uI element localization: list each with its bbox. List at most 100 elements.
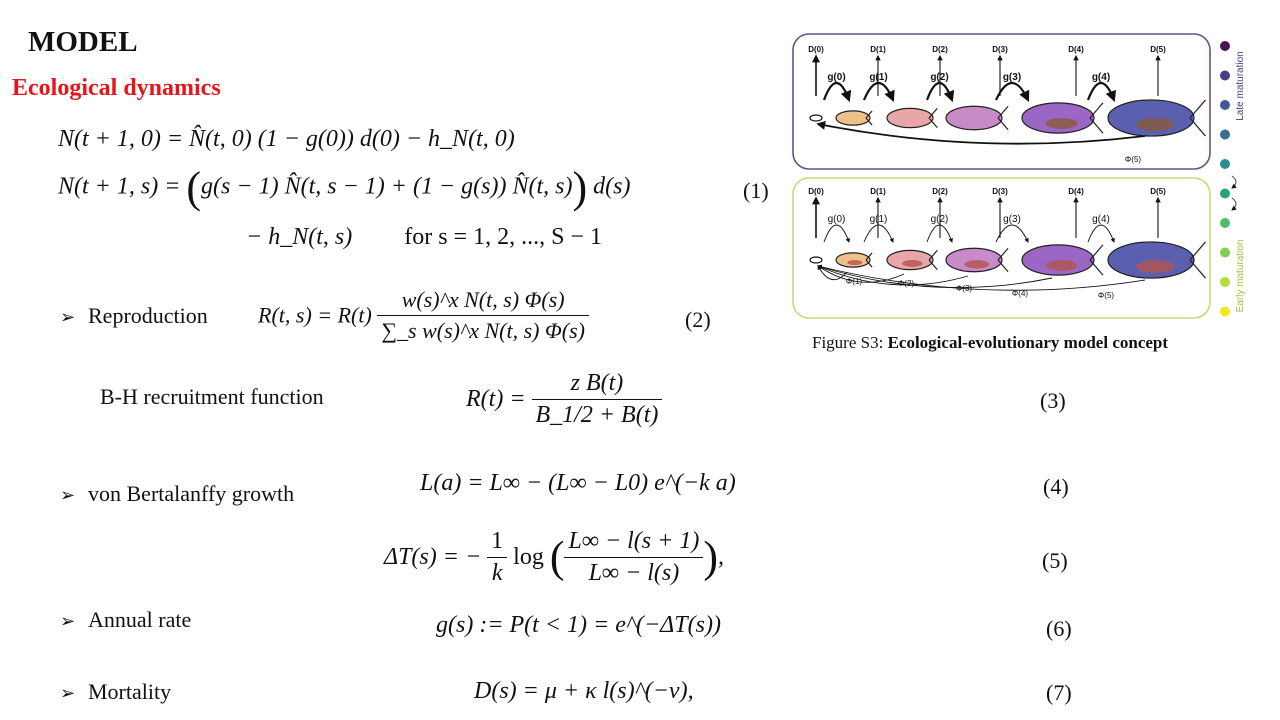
juvenile-fish [809,114,823,122]
reproduction-label: Φ(5) [1098,291,1114,300]
fish-gonad [902,260,923,267]
maturation-color-dot [1220,277,1230,287]
equation-1-tail: d(s) [593,173,631,200]
bullet-arrow-icon: ➢ [60,683,76,703]
fish-gonad [1045,118,1078,129]
equation-5: ΔT(s) = − 1 k log ( L∞ − l(s + 1) L∞ − l… [384,528,724,587]
equation-4-number: (4) [1043,474,1069,499]
equation-1-condition: for s = 1, 2, ..., S − 1 [404,224,602,250]
bullet-label: Annual rate [88,607,192,632]
growth-arrow [1087,224,1115,243]
figure-caption: Figure S3: Ecological-evolutionary model… [812,333,1168,353]
death-label: D(1) [870,45,886,54]
maturation-color-dot [1220,306,1230,317]
growth-arrow [822,81,852,103]
fish-body [945,105,1003,131]
growth-arrow [862,81,895,103]
equation-5-numerator: L∞ − l(s + 1) [564,528,704,558]
equation-3-numerator: z B(t) [531,370,663,400]
equation-2-fraction: w(s)^x N(t, s) Φ(s) ∑_s w(s)^x N(t, s) Φ… [377,287,589,344]
equation-5-tail: , [717,544,724,570]
equation-2-lhs: R(t, s) = R(t) [258,302,372,328]
shift-arrow-1 [1231,175,1237,189]
fish-body [835,110,871,126]
maturation-color-dot [1220,70,1230,81]
growth-label: g(4) [1092,72,1110,83]
caption-title: Ecological-evolutionary model concept [887,333,1169,352]
fish-body [886,107,934,129]
death-label: D(1) [870,187,886,196]
shift-arrow-2 [1231,197,1237,211]
equation-1-harvest: − h_N(t, s) [246,224,353,250]
slide-subtitle: Ecological dynamics [12,75,221,101]
growth-arrow [1086,81,1116,103]
reproduction-arrow [817,264,1146,291]
early-maturation-label: Early maturation [1235,240,1246,313]
fish-gonad [1136,260,1175,274]
bottom-panel: D(0) D(1) D(2) D(3) D(4) D(5) g(0) g(1) g(2) g(3)… [808,187,1206,300]
bh-recruitment-label: B-H recruitment function [100,384,324,409]
bullet-annual-rate: ➢ Annual rate [60,607,191,633]
death-label: D(3) [992,45,1008,54]
equation-6: g(s) := P(t < 1) = e^(−ΔT(s)) [436,612,721,638]
bullet-label: von Bertalanffy growth [88,481,295,506]
fish-tail [1189,241,1206,279]
death-label: D(0) [808,187,824,196]
death-label: D(2) [932,187,948,196]
equation-5-log: log [513,544,544,570]
late-maturation-label: Late maturation [1235,51,1246,121]
maturation-color-dot [1220,247,1230,258]
equation-1-line-1: N(t + 1, 0) = N̂(t, 0) (1 − g(0)) d(0) −… [58,126,515,152]
growth-label: g(2) [930,72,948,83]
maturation-color-dot [1220,129,1230,140]
ecological-evolutionary-figure: D(0) D(1) D(2) D(3) D(4) D(5) g(0) g(1) g(2) g(3)… [792,33,1246,319]
equation-1-line-3: − h_N(t, s) for s = 1, 2, ..., S − 1 [246,224,602,251]
equation-7: D(s) = μ + κ l(s)^(−ν), [474,678,694,704]
equation-1-lhs: N(t + 1, s) = [58,173,181,200]
fish-tail [865,252,873,268]
caption-prefix: Figure S3: [812,333,884,352]
equation-5-fraction: L∞ − l(s + 1) L∞ − l(s) [564,528,704,587]
fish-gonad [847,260,863,266]
color-dot-column [1220,41,1230,317]
bullet-label: Mortality [88,679,172,704]
maturation-color-dot [1220,218,1230,228]
death-label: D(5) [1150,45,1166,54]
growth-label: g(0) [827,72,845,83]
reproduction-arrow [817,265,969,286]
reproduction-arrow [817,265,905,283]
bullet-arrow-icon: ➢ [60,611,76,631]
equation-5-coef-num: 1 [487,528,508,558]
maturation-color-dot [1220,41,1230,51]
maturation-color-dot [1220,159,1230,169]
growth-label: g(1) [869,72,887,83]
fish-gonad [1136,118,1175,132]
growth-arrow [925,81,955,103]
slide-title: MODEL [28,26,138,58]
bullet-reproduction: ➢ Reproduction [60,303,208,329]
death-label: D(2) [932,45,948,54]
equation-2-numerator: w(s)^x N(t, s) Φ(s) [377,287,589,316]
maturation-color-dot [1220,100,1230,110]
reproduction-label: Φ(2) [898,279,914,288]
fish-tail [1189,99,1206,137]
juvenile-fish [809,256,823,264]
growth-label: g(3) [1003,72,1021,83]
reproduction-arrow [816,120,1146,145]
equation-1-body: g(s − 1) N̂(t, s − 1) + (1 − g(s)) N̂(t,… [201,173,573,200]
equation-2: R(t, s) = R(t) w(s)^x N(t, s) Φ(s) ∑_s w… [258,287,589,344]
fish-tail [1089,102,1104,134]
fish-tail [928,249,938,271]
fish-tail [1089,244,1104,276]
bullet-mortality: ➢ Mortality [60,679,171,705]
growth-arrow [823,224,850,243]
fish-tail [928,107,938,129]
equation-5-coef-den: k [491,560,503,586]
fish-gonad [1045,260,1078,271]
equation-1-line-2: N(t + 1, s) = (g(s − 1) N̂(t, s − 1) + (… [58,166,631,210]
bullet-von-bertalanffy: ➢ von Bertalanffy growth [60,481,294,507]
maturation-color-dot [1220,188,1230,199]
death-label: D(4) [1068,187,1084,196]
equation-4: L(a) = L∞ − (L∞ − L0) e^(−k a) [420,470,736,496]
death-label: D(3) [992,187,1008,196]
